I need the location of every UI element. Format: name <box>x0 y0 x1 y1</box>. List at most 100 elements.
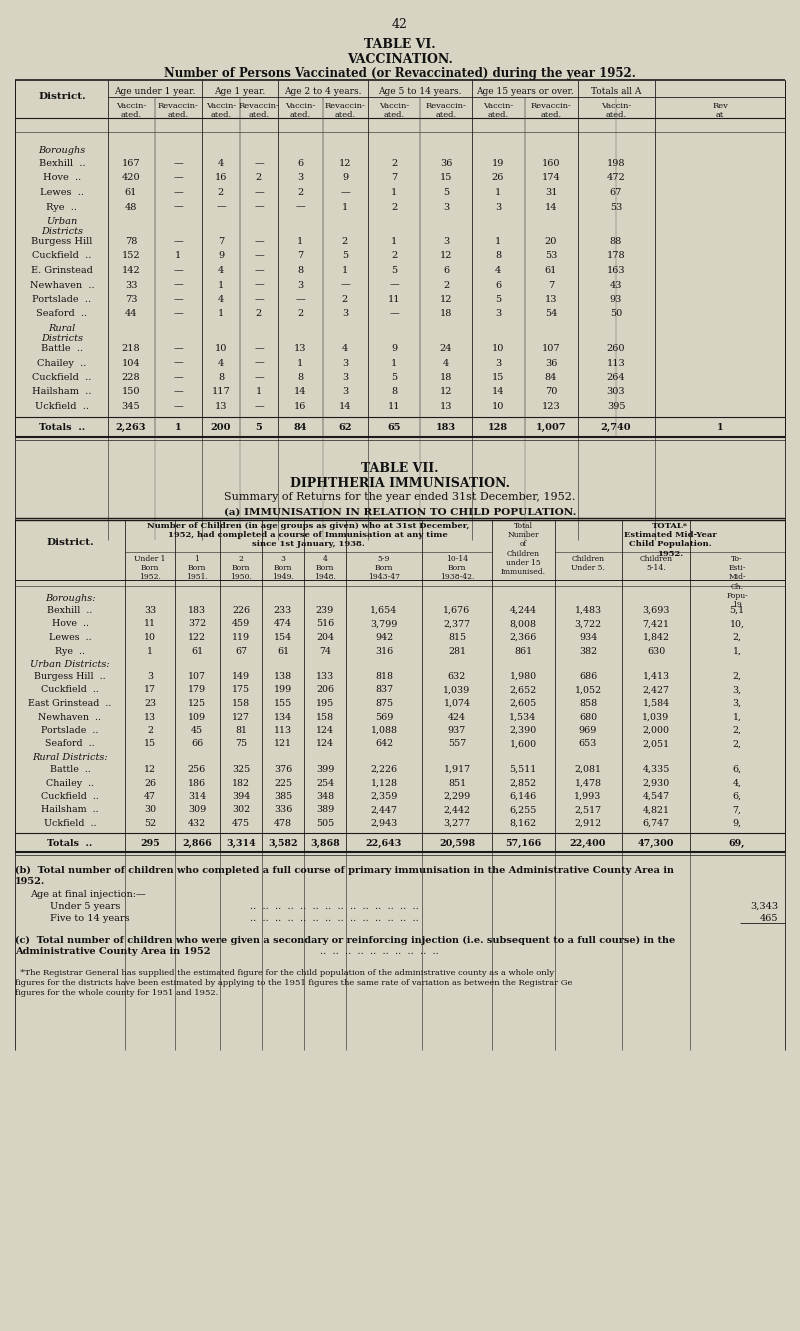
Text: 121: 121 <box>274 740 292 748</box>
Text: 44: 44 <box>125 310 138 318</box>
Text: 93: 93 <box>610 295 622 303</box>
Text: 3,314: 3,314 <box>226 839 256 848</box>
Text: 9: 9 <box>391 343 397 353</box>
Text: Districts: Districts <box>41 228 83 236</box>
Text: 314: 314 <box>188 792 206 801</box>
Text: —: — <box>295 202 305 212</box>
Text: Revaccin-
ated.: Revaccin- ated. <box>426 102 466 120</box>
Text: Rural: Rural <box>48 323 76 333</box>
Text: District.: District. <box>46 538 94 547</box>
Text: 2,740: 2,740 <box>601 422 631 431</box>
Text: Cuckfield  ..: Cuckfield .. <box>32 373 92 382</box>
Text: 861: 861 <box>514 647 532 655</box>
Text: Vaccin-
ated.: Vaccin- ated. <box>116 102 146 120</box>
Text: 233: 233 <box>274 606 292 615</box>
Text: 22,643: 22,643 <box>366 839 402 848</box>
Text: Number of Children (in age groups as given) who at 31st December,
1952, had comp: Number of Children (in age groups as giv… <box>147 522 469 548</box>
Text: 2: 2 <box>443 281 449 290</box>
Text: Cuckfield  ..: Cuckfield .. <box>41 792 99 801</box>
Text: 3: 3 <box>297 281 303 290</box>
Text: —: — <box>254 281 264 290</box>
Text: 12: 12 <box>440 252 452 261</box>
Text: 107: 107 <box>542 343 560 353</box>
Text: 18: 18 <box>440 373 452 382</box>
Text: 505: 505 <box>316 819 334 828</box>
Text: 472: 472 <box>606 173 626 182</box>
Text: 837: 837 <box>375 685 393 695</box>
Text: 1: 1 <box>342 202 348 212</box>
Text: VACCINATION.: VACCINATION. <box>347 53 453 67</box>
Text: 12: 12 <box>338 158 351 168</box>
Text: 385: 385 <box>274 792 292 801</box>
Text: 104: 104 <box>122 358 140 367</box>
Text: 1: 1 <box>495 237 501 246</box>
Text: 117: 117 <box>212 387 230 397</box>
Text: Vaccin-
ated.: Vaccin- ated. <box>483 102 513 120</box>
Text: 62: 62 <box>338 422 352 431</box>
Text: Lewes  ..: Lewes .. <box>49 634 91 642</box>
Text: 218: 218 <box>122 343 140 353</box>
Text: 1,088: 1,088 <box>370 725 398 735</box>
Text: 3,: 3, <box>733 699 742 708</box>
Text: Summary of Returns for the year ended 31st December, 1952.: Summary of Returns for the year ended 31… <box>224 492 576 502</box>
Text: figures for the whole county for 1951 and 1952.: figures for the whole county for 1951 an… <box>15 989 218 997</box>
Text: 1,654: 1,654 <box>370 606 398 615</box>
Text: 152: 152 <box>122 252 140 261</box>
Text: Rev
at: Rev at <box>712 102 728 120</box>
Text: —: — <box>173 188 183 197</box>
Text: Uckfield  ..: Uckfield .. <box>35 402 89 411</box>
Text: 1,: 1, <box>733 712 742 721</box>
Text: 394: 394 <box>232 792 250 801</box>
Text: 14: 14 <box>338 402 351 411</box>
Text: —: — <box>254 373 264 382</box>
Text: 1: 1 <box>342 266 348 276</box>
Text: 84: 84 <box>545 373 557 382</box>
Text: 23: 23 <box>144 699 156 708</box>
Text: Bexhill  ..: Bexhill .. <box>47 606 93 615</box>
Text: 2,000: 2,000 <box>642 725 670 735</box>
Text: 260: 260 <box>606 343 626 353</box>
Text: 5: 5 <box>391 373 397 382</box>
Text: Chailey  ..: Chailey .. <box>38 358 86 367</box>
Text: 50: 50 <box>610 310 622 318</box>
Text: 127: 127 <box>232 712 250 721</box>
Text: 65: 65 <box>387 422 401 431</box>
Text: —: — <box>254 402 264 411</box>
Text: Children
Under 5.: Children Under 5. <box>571 555 605 572</box>
Text: (c)  Total number of children who were given a secondary or reinforcing injectio: (c) Total number of children who were gi… <box>15 936 675 945</box>
Text: 11: 11 <box>144 619 156 628</box>
Text: 1,039: 1,039 <box>443 685 470 695</box>
Text: DIPHTHERIA IMMUNISATION.: DIPHTHERIA IMMUNISATION. <box>290 476 510 490</box>
Text: figures for the districts have been estimated by applying to the 1951 figures th: figures for the districts have been esti… <box>15 980 572 988</box>
Text: 372: 372 <box>188 619 206 628</box>
Text: 15: 15 <box>440 173 452 182</box>
Text: 73: 73 <box>125 295 138 303</box>
Text: —: — <box>173 358 183 367</box>
Text: 969: 969 <box>579 725 597 735</box>
Text: 2: 2 <box>391 202 397 212</box>
Text: 124: 124 <box>316 725 334 735</box>
Text: 1: 1 <box>391 188 397 197</box>
Text: 295: 295 <box>140 839 160 848</box>
Text: 11: 11 <box>388 402 400 411</box>
Text: 78: 78 <box>125 237 137 246</box>
Text: 45: 45 <box>191 725 203 735</box>
Text: 52: 52 <box>144 819 156 828</box>
Text: 256: 256 <box>188 765 206 775</box>
Text: 2,866: 2,866 <box>182 839 212 848</box>
Text: 7,: 7, <box>733 805 742 815</box>
Text: Seaford  ..: Seaford .. <box>45 740 95 748</box>
Text: —: — <box>173 310 183 318</box>
Text: Age 15 years or over.: Age 15 years or over. <box>476 87 574 96</box>
Text: Totals  ..: Totals .. <box>39 422 85 431</box>
Text: 3: 3 <box>147 672 153 681</box>
Text: 43: 43 <box>610 281 622 290</box>
Text: 26: 26 <box>144 779 156 788</box>
Text: —: — <box>254 266 264 276</box>
Text: —: — <box>254 188 264 197</box>
Text: 36: 36 <box>545 358 557 367</box>
Text: Cuckfield  ..: Cuckfield .. <box>41 685 99 695</box>
Text: 3,722: 3,722 <box>574 619 602 628</box>
Text: 376: 376 <box>274 765 292 775</box>
Text: 4: 4 <box>218 358 224 367</box>
